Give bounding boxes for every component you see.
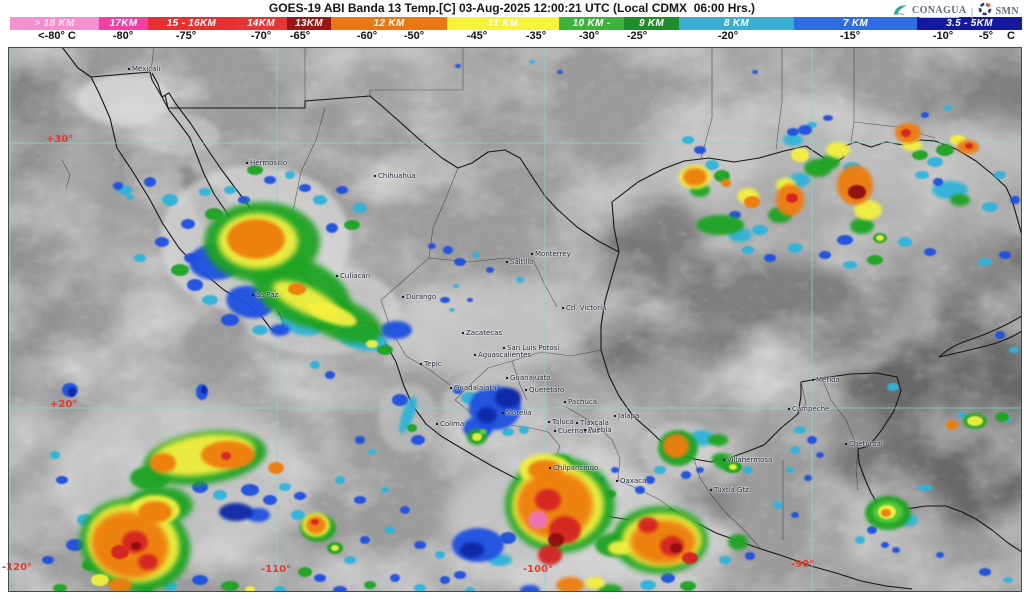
temp-tick: -60° <box>356 30 378 42</box>
temp-tick: -70° <box>250 30 272 42</box>
temperature-scale: <-80° C -80° -75° -70° -65° -60° -50° -45° -35° -… <box>0 30 1024 46</box>
temp-tick: -5° <box>978 30 994 42</box>
conagua-logo-icon <box>892 3 908 21</box>
state-borders <box>61 47 936 550</box>
legend-segment: 10 KM - <box>559 17 624 30</box>
satellite-map <box>8 47 1022 592</box>
temp-tick: -50° <box>403 30 425 42</box>
cloud-blobs <box>42 60 1020 592</box>
temp-tick: -10° <box>932 30 954 42</box>
temp-tick: -65° <box>289 30 311 42</box>
temp-tick: -15° <box>839 30 861 42</box>
legend-segment: 14KM <box>235 17 287 30</box>
map-frame <box>8 47 1022 592</box>
satellite-imagery <box>8 47 1022 592</box>
legend-segment: 17KM <box>99 17 148 30</box>
temp-tick: -30° <box>578 30 600 42</box>
temp-tick: -45° <box>466 30 488 42</box>
smn-logo-text: SMN <box>995 5 1019 17</box>
legend-segment: 11 KM <box>447 17 559 30</box>
temp-tick: -80° <box>112 30 134 42</box>
legend-segment: 8 KM <box>679 17 794 30</box>
legend-segment: 3.5 - 5KM <box>917 17 1022 30</box>
legend-segment: 12 KM <box>331 17 447 30</box>
legend-segment: 15 - 16KM <box>148 17 235 30</box>
legend-segment: > 18 KM <box>10 17 99 30</box>
temp-tick: -75° <box>175 30 197 42</box>
temp-tick: -25° <box>626 30 648 42</box>
logo-separator: | <box>970 4 974 19</box>
page-title: GOES-19 ABI Banda 13 Temp.[C] 03-Aug-202… <box>268 1 756 15</box>
legend-segment: 13KM <box>287 17 331 30</box>
temp-tick: -35° <box>525 30 547 42</box>
legend-segment: 9 KM <box>624 17 679 30</box>
legend-segment: 7 KM <box>794 17 917 30</box>
height-legend: > 18 KM 17KM 15 - 16KM 14KM 13KM 12 KM 11 KM 10… <box>10 17 1022 30</box>
temp-tick: <-80° C <box>38 30 76 42</box>
temp-tick: C <box>1007 30 1015 42</box>
temp-tick: -20° <box>717 30 739 42</box>
conagua-logo-text: CONAGUA <box>911 4 967 16</box>
agency-logos: CONAGUA | SMN <box>892 2 1019 21</box>
conagua-logo-tagline <box>919 16 960 18</box>
smn-logo-icon <box>978 2 992 21</box>
